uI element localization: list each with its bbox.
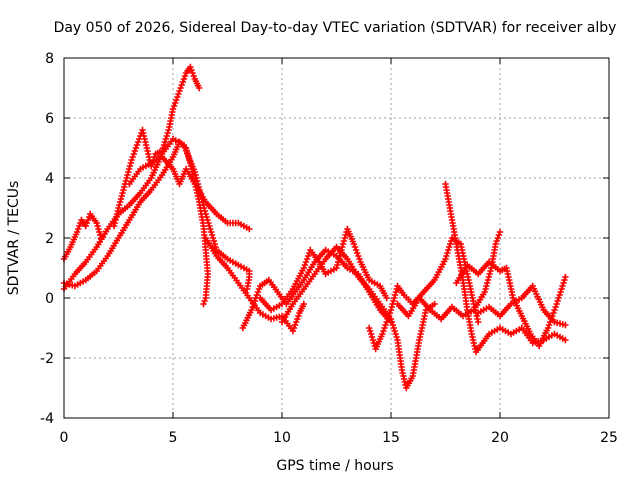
y-tick-label: 8: [45, 51, 54, 67]
x-tick-label: 25: [600, 430, 618, 446]
y-tick-label: 2: [45, 231, 54, 247]
series-trace-4: [110, 63, 203, 230]
x-tick-labels: 0 5 10 15 20 25: [60, 430, 618, 446]
grid: [64, 58, 609, 418]
y-axis-label: SDTVAR / TECUs: [6, 181, 22, 296]
data-markers: [475, 282, 569, 329]
x-axis-label: GPS time / hours: [276, 458, 393, 474]
data-markers: [110, 63, 203, 230]
data-markers: [394, 228, 504, 323]
series-trace-13: [453, 258, 569, 350]
x-tick-label: 10: [273, 430, 291, 446]
data-points: [60, 63, 569, 392]
x-tick-label: 15: [382, 430, 400, 446]
data-markers: [126, 153, 253, 233]
series-trace-6: [202, 234, 307, 335]
data-markers: [366, 234, 482, 353]
y-tick-label: 4: [45, 171, 54, 187]
x-tick-label: 20: [491, 430, 509, 446]
series-trace-8: [257, 225, 390, 314]
x-tick-label: 5: [169, 430, 178, 446]
y-tick-labels: -4 -2 0 2 4 6 8: [40, 51, 54, 427]
series-trace-9: [278, 243, 438, 392]
chart-title: Day 050 of 2026, Sidereal Day-to-day VTE…: [54, 20, 617, 36]
y-tick-label: 6: [45, 111, 54, 127]
series-trace-14: [475, 282, 569, 329]
series-trace-10: [366, 234, 482, 353]
axis-ticks: [63, 57, 610, 419]
y-tick-label: 0: [45, 291, 54, 307]
data-markers: [202, 234, 307, 335]
series-trace-12: [394, 228, 504, 323]
y-tick-label: -2: [40, 351, 54, 367]
data-markers: [257, 225, 390, 314]
data-markers: [453, 258, 569, 350]
data-markers: [278, 243, 438, 392]
series-trace-5: [126, 153, 253, 233]
x-tick-label: 0: [60, 430, 69, 446]
y-tick-label: -4: [40, 411, 54, 427]
